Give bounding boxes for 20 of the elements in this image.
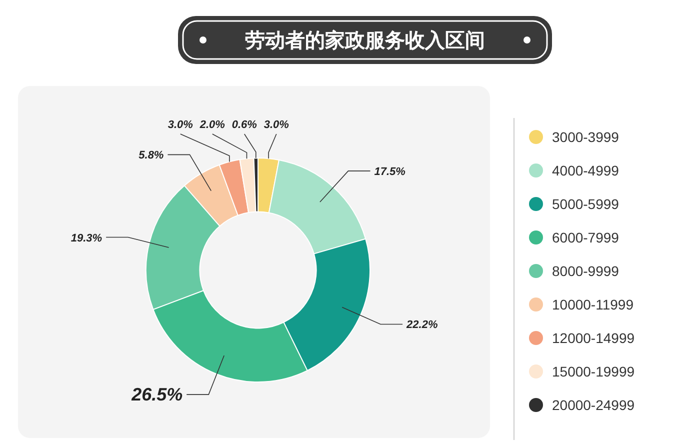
data-label: 3.0% [264,119,290,131]
data-label: 19.3% [70,232,102,244]
legend-label: 6000-7999 [552,230,620,246]
data-label: 22.2% [406,319,438,332]
legend-label: 5000-5999 [552,196,620,212]
legend-label: 20000-24999 [552,397,635,413]
data-label: 17.5% [374,166,406,178]
data-label: 5.8% [138,150,164,162]
data-label: 2.0% [198,119,226,131]
chart-title: 劳动者的家政服务收入区间 [245,29,485,52]
data-label: 3.0% [168,119,194,131]
legend-label: 4000-4999 [552,162,620,178]
data-label: 0.6% [232,119,258,131]
legend-label: 10000-11999 [552,296,634,312]
legend-label: 15000-19999 [552,364,635,380]
legend-label: 8000-9999 [552,263,620,279]
data-label: 26.5% [130,384,183,405]
legend-label: 12000-14999 [552,330,635,346]
title: 劳动者的家政服务收入区间 [178,16,552,64]
legend-label: 3000-3999 [552,129,620,145]
